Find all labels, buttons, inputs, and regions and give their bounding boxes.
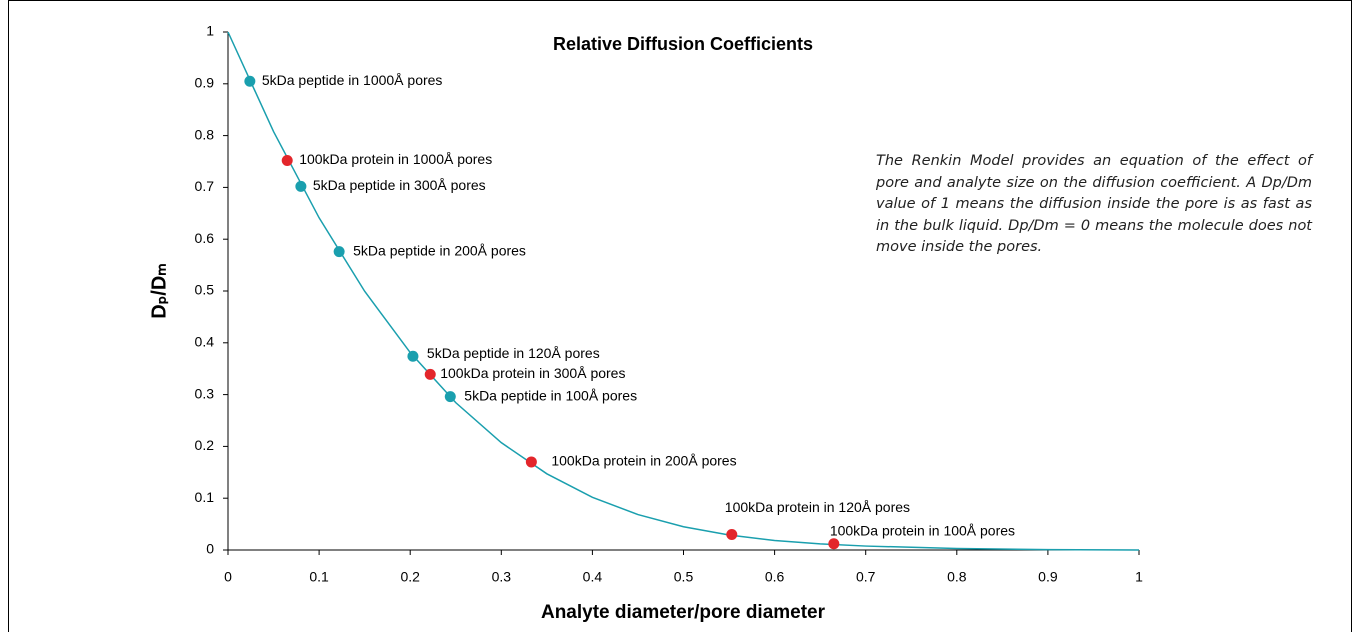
x-axis-label: Analyte diameter/pore diameter [541, 602, 826, 623]
point-label: 100kDa protein in 200Å pores [551, 453, 736, 469]
x-tick-label: 0.1 [309, 569, 329, 585]
data-point [333, 246, 345, 258]
y-tick-label: 0.2 [195, 437, 215, 453]
point-label: 100kDa protein in 100Å pores [830, 522, 1015, 538]
x-tick-label: 0.3 [492, 569, 512, 585]
x-tick-label: 0.2 [400, 569, 420, 585]
y-tick-label: 0 [206, 541, 214, 557]
data-point [295, 180, 307, 192]
curve [227, 31, 1140, 551]
y-tick-label: 0.8 [195, 126, 215, 142]
point-label: 100kDa protein in 120Å pores [725, 499, 910, 515]
data-point [424, 368, 436, 380]
point-label: 5kDa peptide in 1000Å pores [262, 72, 443, 88]
data-point [444, 391, 456, 403]
x-tick-label: 0.4 [583, 569, 603, 585]
y-tick-label: 0.7 [195, 178, 215, 194]
y-tick-label: 0.4 [195, 334, 215, 350]
y-tick-label: 1 [206, 23, 214, 39]
x-tick-label: 0.9 [1038, 569, 1058, 585]
data-point [525, 456, 537, 468]
point-label: 5kDa peptide in 100Å pores [464, 387, 637, 403]
point-label: 5kDa peptide in 300Å pores [313, 177, 486, 193]
x-tick-label: 0.7 [856, 569, 876, 585]
data-point [244, 75, 256, 87]
point-label: 5kDa peptide in 120Å pores [427, 345, 600, 361]
frame [8, 0, 1352, 632]
x-tick-label: 0.5 [674, 569, 694, 585]
y-tick-label: 0.6 [195, 230, 215, 246]
data-point [281, 154, 293, 166]
x-tick-label: 0.8 [947, 569, 967, 585]
data-point [828, 538, 840, 550]
point-label: 100kDa protein in 300Å pores [440, 365, 625, 381]
point-label: 5kDa peptide in 200Å pores [353, 242, 526, 258]
y-tick-label: 0.3 [195, 385, 215, 401]
data-point [726, 528, 738, 540]
annotation: The Renkin Model provides an equation of… [876, 153, 1312, 255]
y-axis-label: Dₚ/Dₘ [148, 263, 170, 318]
point-label: 100kDa protein in 1000Å pores [299, 151, 492, 167]
y-tick-label: 0.9 [195, 75, 215, 91]
data-point [407, 350, 419, 362]
x-tick-label: 1 [1135, 569, 1143, 585]
chart-title: Relative Diffusion Coefficients [553, 34, 813, 54]
y-tick-label: 0.5 [195, 282, 215, 298]
x-tick-label: 0 [224, 569, 232, 585]
y-tick-label: 0.1 [195, 489, 215, 505]
x-tick-label: 0.6 [765, 569, 785, 585]
